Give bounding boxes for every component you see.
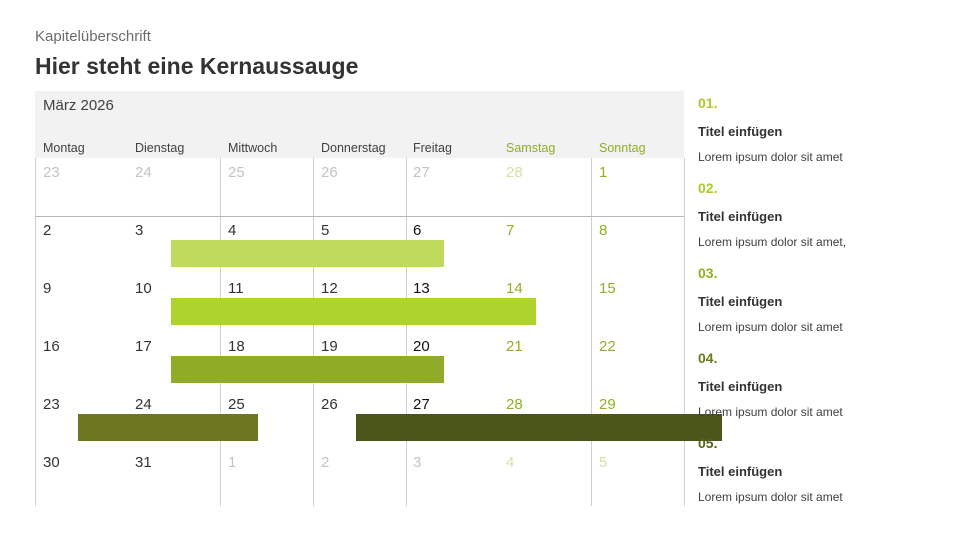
legend-text-5: Lorem ipsum dolor sit amet bbox=[698, 490, 843, 504]
calendar-day: 26 bbox=[321, 164, 338, 181]
legend-number-1: 01. bbox=[698, 95, 718, 111]
legend-title-1: Titel einfügen bbox=[698, 124, 783, 139]
calendar-day: 7 bbox=[506, 222, 515, 239]
calendar-day: 28 bbox=[506, 164, 523, 181]
calendar-day: 1 bbox=[228, 454, 237, 471]
weekday-monday: Montag bbox=[43, 141, 85, 155]
calendar-day: 10 bbox=[135, 280, 152, 297]
legend-title-2: Titel einfügen bbox=[698, 209, 783, 224]
calendar-day: 30 bbox=[43, 454, 60, 471]
legend-text-1: Lorem ipsum dolor sit amet bbox=[698, 150, 843, 164]
weekday-tuesday: Dienstag bbox=[135, 141, 185, 155]
grid-divider bbox=[406, 158, 407, 506]
calendar-day: 25 bbox=[228, 396, 245, 413]
calendar-day: 3 bbox=[413, 454, 422, 471]
calendar-day: 31 bbox=[135, 454, 152, 471]
calendar-grid: 23 24 25 26 27 28 1 2 3 4 5 6 7 8 9 10 11 12 13 14 15 16 17 18 1… bbox=[35, 158, 722, 506]
calendar-day: 22 bbox=[599, 338, 616, 355]
calendar-day: 9 bbox=[43, 280, 52, 297]
legend-title-4: Titel einfügen bbox=[698, 379, 783, 394]
legend-number-5: 05. bbox=[698, 435, 718, 451]
calendar-day: 13 bbox=[413, 280, 430, 297]
legend-number-4: 04. bbox=[698, 350, 718, 366]
page-title: Hier steht eine Kernaussauge bbox=[35, 53, 359, 79]
calendar-day: 6 bbox=[413, 222, 422, 239]
calendar-day: 25 bbox=[228, 164, 245, 181]
event-bar-05 bbox=[356, 414, 722, 441]
calendar-day: 23 bbox=[43, 164, 60, 181]
grid-divider bbox=[684, 158, 685, 506]
legend-title-5: Titel einfügen bbox=[698, 464, 783, 479]
calendar-day: 14 bbox=[506, 280, 523, 297]
grid-divider bbox=[313, 158, 314, 506]
calendar-day: 12 bbox=[321, 280, 338, 297]
calendar-day: 1 bbox=[599, 164, 608, 181]
event-bar-01 bbox=[170, 240, 444, 267]
calendar-day: 5 bbox=[321, 222, 330, 239]
calendar-day: 26 bbox=[321, 396, 338, 413]
calendar-day: 27 bbox=[413, 396, 430, 413]
calendar-day: 20 bbox=[413, 338, 430, 355]
weekday-wednesday: Mittwoch bbox=[228, 141, 278, 155]
weekday-thursday: Donnerstag bbox=[321, 141, 386, 155]
legend-text-4: Lorem ipsum dolor sit amet bbox=[698, 405, 843, 419]
weekday-saturday: Samstag bbox=[506, 141, 556, 155]
chapter-heading: Kapitelüberschrift bbox=[35, 28, 151, 45]
event-bar-04 bbox=[78, 414, 259, 441]
calendar-day: 17 bbox=[135, 338, 152, 355]
calendar-day: 3 bbox=[135, 222, 144, 239]
calendar-day: 28 bbox=[506, 396, 523, 413]
legend-number-3: 03. bbox=[698, 265, 718, 281]
calendar-day: 16 bbox=[43, 338, 60, 355]
event-bar-03 bbox=[170, 356, 444, 383]
legend-text-3: Lorem ipsum dolor sit amet bbox=[698, 320, 843, 334]
calendar-day: 4 bbox=[506, 454, 515, 471]
calendar-day: 19 bbox=[321, 338, 338, 355]
weekday-sunday: Sonntag bbox=[599, 141, 646, 155]
calendar-header: März 2026 Montag Dienstag Mittwoch Donne… bbox=[35, 91, 684, 158]
calendar-day: 24 bbox=[135, 396, 152, 413]
calendar-day: 29 bbox=[599, 396, 616, 413]
calendar-day: 23 bbox=[43, 396, 60, 413]
calendar-day: 8 bbox=[599, 222, 608, 239]
calendar-day: 2 bbox=[43, 222, 52, 239]
calendar-day: 5 bbox=[599, 454, 608, 471]
calendar-day: 24 bbox=[135, 164, 152, 181]
week-divider bbox=[35, 216, 684, 217]
calendar-day: 27 bbox=[413, 164, 430, 181]
legend-text-2: Lorem ipsum dolor sit amet, bbox=[698, 235, 847, 249]
grid-divider bbox=[220, 158, 221, 506]
legend-number-2: 02. bbox=[698, 180, 718, 196]
calendar-day: 4 bbox=[228, 222, 237, 239]
grid-divider bbox=[591, 158, 592, 506]
calendar-day: 11 bbox=[228, 280, 244, 297]
calendar-day: 18 bbox=[228, 338, 245, 355]
weekday-friday: Freitag bbox=[413, 141, 452, 155]
calendar-day: 21 bbox=[506, 338, 523, 355]
month-label: März 2026 bbox=[43, 97, 114, 114]
grid-divider bbox=[35, 158, 36, 506]
event-bar-02 bbox=[170, 298, 537, 325]
calendar-day: 15 bbox=[599, 280, 616, 297]
calendar-day: 2 bbox=[321, 454, 330, 471]
legend-title-3: Titel einfügen bbox=[698, 294, 783, 309]
